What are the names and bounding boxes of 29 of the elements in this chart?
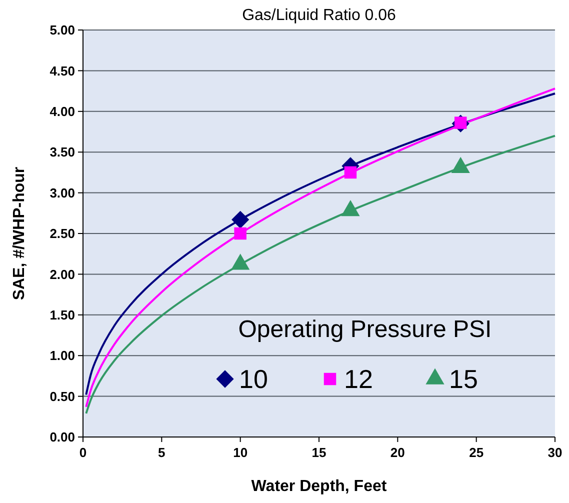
x-axis-title: Water Depth, Feet <box>251 478 388 495</box>
legend-label: 12 <box>344 364 373 394</box>
y-tick-label: 4.00 <box>50 104 75 119</box>
x-tick-label: 0 <box>79 445 87 460</box>
x-tick-label: 30 <box>548 445 562 460</box>
point <box>232 210 250 228</box>
legend-label: 15 <box>449 364 478 394</box>
point <box>234 227 246 240</box>
y-axis-title: SAE, #/WHP-hour <box>11 166 28 300</box>
x-tick-label: 10 <box>233 445 248 460</box>
y-tick-label: 3.50 <box>50 144 75 160</box>
y-tick-label: 2.00 <box>50 266 75 282</box>
x-tick-label: 5 <box>158 445 166 460</box>
x-tick-label: 15 <box>312 445 326 460</box>
legend-title: Operating Pressure PSI <box>238 316 492 343</box>
y-tick-label: 2.50 <box>50 226 75 242</box>
y-tick-label: 5.00 <box>50 22 75 38</box>
y-tick-label: 1.50 <box>50 307 75 322</box>
x-tick-label: 25 <box>469 445 484 460</box>
point <box>344 166 357 179</box>
y-tick-label: 4.50 <box>50 63 75 78</box>
y-tick-label: 0.00 <box>50 430 75 445</box>
chart-title: Gas/Liquid Ratio 0.06 <box>242 7 396 24</box>
y-tick-label: 0.50 <box>50 388 75 404</box>
y-tick-label: 1.00 <box>50 348 75 364</box>
legend-label: 10 <box>239 364 268 394</box>
x-tick-label: 20 <box>390 445 405 460</box>
line-series <box>85 134 556 414</box>
y-tick-label: 3.00 <box>50 185 75 200</box>
